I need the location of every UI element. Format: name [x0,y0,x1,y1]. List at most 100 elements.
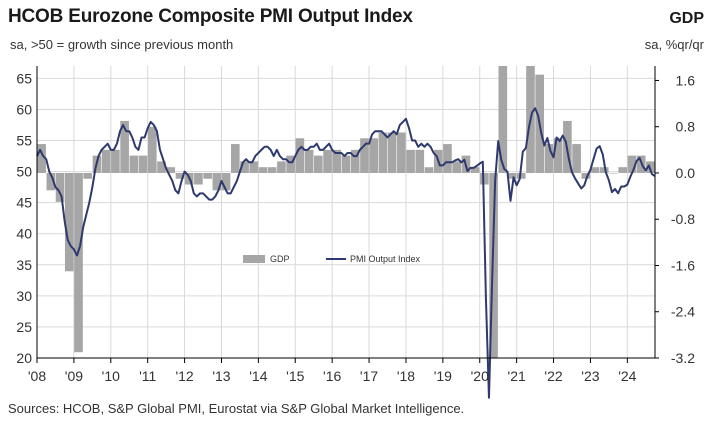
x-tick-label: '18 [397,368,415,384]
left-tick-label: 35 [16,257,32,273]
pmi-line-layer [36,107,656,399]
gdp-bar-2023Q3 [609,172,618,174]
gdp-bar-2023Q1 [590,167,600,173]
left-tick-label: 25 [16,319,32,335]
gdp-bar-2016Q1 [332,149,342,173]
gdp-bar-2012Q3 [203,172,212,179]
x-tick-label: '10 [102,368,120,384]
legend-swatch-gdp [243,255,265,263]
gdp-bar-2011Q2 [157,161,166,173]
gdp-bar-2017Q3 [387,132,397,173]
x-tick-label: '17 [360,368,378,384]
gdp-bar-2022Q4 [581,172,591,179]
gdp-bar-2018Q3 [424,167,434,173]
gdp-bar-2020Q4 [507,172,517,179]
gdp-bar-2024Q1 [627,155,637,173]
gdp-bar-2019Q2 [452,161,461,173]
right-axis-title: GDP [669,10,704,27]
left-tick-label: 40 [16,226,32,242]
left-tick-label: 45 [16,195,32,211]
gdp-bar-2011Q3 [166,167,176,173]
gdp-bar-2008Q2 [46,172,56,191]
right-tick-label: -3.2 [671,350,695,366]
x-tick-label: '16 [323,368,341,384]
gdp-bar-2008Q4 [64,172,74,272]
gdp-bar-2012Q2 [194,172,203,185]
gdp-bar-2008Q3 [55,172,65,202]
legend-label-pmi: PMI Output Index [350,254,421,264]
gdp-bar-2013Q2 [231,144,240,173]
gdp-bar-2010Q4 [138,155,148,173]
legend-label-gdp: GDP [270,254,290,264]
gdp-bar-2017Q2 [378,132,388,173]
right-tick-label: -2.4 [671,304,695,320]
right-tick-label: 0.0 [676,165,696,181]
right-tick-label: 1.6 [676,72,696,88]
gdp-bar-2018Q2 [415,149,425,173]
pmi-line [36,107,656,399]
gdp-bar-2022Q1 [553,138,563,173]
gdp-bar-2014Q3 [277,161,286,173]
gdp-bar-2009Q1 [74,172,83,353]
x-tick-label: '11 [139,368,156,384]
gdp-bar-2016Q2 [341,155,351,173]
x-tick-label: '24 [618,368,636,384]
left-tick-label: 55 [16,133,32,149]
gdp-bar-2010Q2 [120,120,129,173]
right-tick-label: -0.8 [671,211,695,227]
gdp-bar-2013Q3 [240,161,249,173]
x-tick-label: '12 [175,368,193,384]
left-tick-label: 30 [16,288,32,304]
gdp-bar-2010Q3 [129,155,139,173]
x-tick-label: '19 [434,368,452,384]
gdp-bar-2014Q4 [286,155,295,173]
right-tick-label: -1.6 [671,257,695,273]
legend: GDP PMI Output Index [243,254,421,264]
gdp-bar-2013Q1 [221,172,231,191]
axes: 20 25 30 35 40 45 50 55 60 65 1.6 0.8 0.0 -0.8 -1.6 -2.… [16,66,695,384]
gdp-bar-2014Q1 [258,167,268,173]
right-axis-subtitle: sa, %qr/qr [644,37,704,52]
gdp-bar-2020Q3 [498,66,508,173]
gdp-bar-2021Q4 [544,144,554,173]
gdp-bar-2018Q1 [406,149,415,173]
source-note: Sources: HCOB, S&P Global PMI, Eurostat … [8,401,465,416]
left-tick-label: 60 [16,101,32,117]
x-tick-label: '14 [249,368,267,384]
x-tick-label: '20 [471,368,489,384]
gdp-bar-2015Q1 [295,138,305,173]
x-tick-label: '22 [544,368,562,384]
gdp-bar-2020Q1 [480,172,489,185]
left-tick-label: 65 [16,70,32,86]
gdp-bar-2011Q4 [175,172,185,179]
x-tick-label: '13 [212,368,230,384]
x-tick-label: '23 [581,368,599,384]
gdp-bar-2012Q4 [212,172,222,191]
gdp-bar-2016Q4 [360,138,369,173]
gdp-bar-2017Q1 [369,138,378,173]
x-tick-label: '09 [65,368,83,384]
gdp-bar-2015Q2 [304,149,314,173]
gdp-bar-2011Q1 [147,126,157,173]
gdp-bar-2013Q4 [249,161,259,173]
grid-lines [36,66,655,359]
gdp-bar-2015Q3 [314,155,323,173]
gdp-bar-2023Q2 [599,167,609,173]
gdp-bar-2009Q4 [101,149,111,173]
gdp-bar-2022Q3 [572,144,581,173]
gdp-bar-2016Q3 [350,149,360,173]
gdp-bar-2021Q1 [516,172,526,179]
gdp-bar-2017Q4 [397,132,406,173]
x-tick-label: '08 [28,368,46,384]
x-tick-label: '21 [508,368,526,384]
gdp-bar-2010Q1 [111,149,120,173]
gdp-bar-2009Q2 [83,172,93,179]
chart-title: HCOB Eurozone Composite PMI Output Index [8,6,413,27]
gdp-bar-2015Q4 [323,149,332,173]
left-tick-label: 50 [16,164,32,180]
gdp-bar-2014Q2 [267,167,277,173]
x-tick-label: '15 [286,368,304,384]
gdp-bar-2008Q1 [37,144,46,173]
chart-subtitle: sa, >50 = growth since previous month [10,37,234,52]
